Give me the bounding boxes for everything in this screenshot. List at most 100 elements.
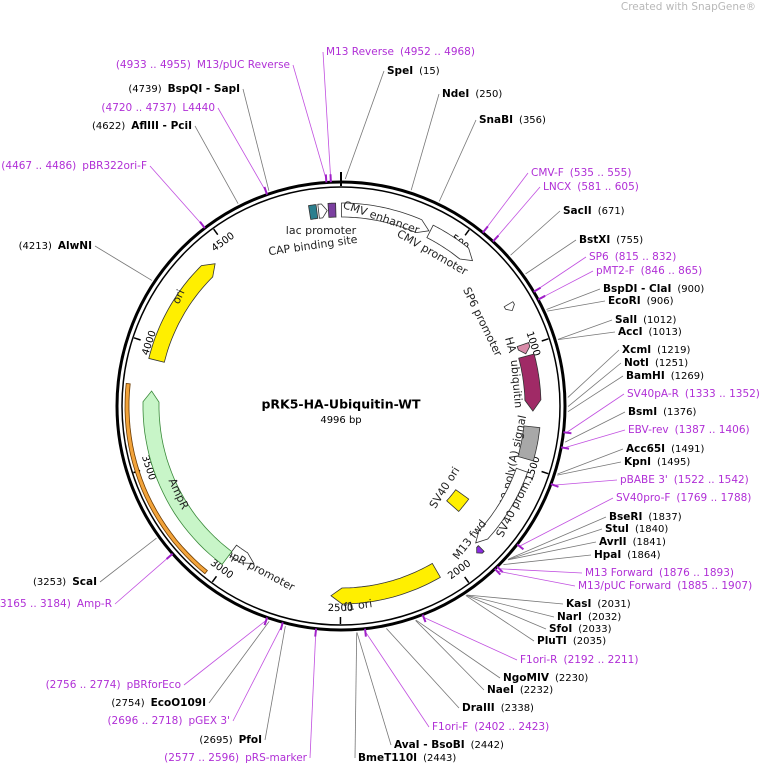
leader-line [466, 594, 564, 605]
enzyme-label: NaeI (2232) [487, 684, 553, 696]
plasmid-name: pRK5-HA-Ubiquitin-WT [261, 397, 421, 412]
enzyme-label: SnaBI (356) [479, 114, 546, 126]
primer-mark [494, 568, 502, 576]
enzyme-label: Acc65I (1491) [626, 443, 704, 455]
leader-line [566, 393, 625, 433]
site-position: (2442) [471, 740, 504, 751]
leader-line [484, 172, 529, 231]
leader-line [496, 570, 576, 587]
site-position: (2443) [423, 753, 456, 764]
primer-mark [364, 628, 367, 637]
primer-label: SP6 (815 .. 832) [589, 251, 676, 263]
enzyme-label: (2754) EcoO109I [111, 697, 206, 709]
enzyme-label: BmeT110I (2443) [358, 752, 456, 764]
leader-line [183, 620, 267, 686]
primer-label: SV40pA-R (1333 .. 1352) [627, 388, 760, 400]
site-position: (3253) [33, 577, 66, 588]
leader-line [547, 300, 606, 312]
site-position: (1864) [627, 550, 660, 561]
site-position: (846 .. 865) [641, 265, 703, 277]
site-name: NotI [624, 357, 649, 369]
tick-label: 4500 [210, 231, 237, 255]
site-position: (2032) [588, 612, 621, 623]
enzyme-label: NdeI (250) [442, 88, 502, 100]
primer-label: SV40pro-F (1769 .. 1788) [616, 492, 751, 504]
site-name: pRS-marker [245, 752, 308, 764]
leader-line [354, 632, 358, 759]
primer-label: (2577 .. 2596) pRS-marker [164, 752, 308, 764]
enzyme-label: AvaI - BsoBI (2442) [394, 739, 504, 751]
primer-arc [124, 383, 208, 575]
leader-line [466, 594, 555, 618]
site-name: AccI [618, 326, 642, 338]
enzyme-label: DraIII (2338) [462, 702, 534, 714]
site-position: (1841) [633, 537, 666, 548]
tick-mark [133, 337, 141, 341]
site-position: (1495) [657, 457, 690, 468]
primer-label: F1ori-F (2402 .. 2423) [432, 721, 549, 733]
site-position: (2232) [520, 685, 553, 696]
leader-line [94, 245, 153, 281]
site-position: (1013) [648, 327, 681, 338]
site-position: (2192 .. 2211) [563, 654, 638, 666]
site-position: (1876 .. 1893) [659, 567, 734, 579]
site-name: M13 Reverse [326, 46, 394, 58]
site-position: (1376) [663, 407, 696, 418]
site-name: BseRI [609, 511, 642, 523]
watermark: Created with SnapGene® [621, 1, 756, 13]
primer-mark [516, 543, 525, 551]
site-name: BspDI - ClaI [603, 283, 671, 295]
site-position: (1269) [671, 371, 704, 382]
leader-line [563, 429, 626, 449]
site-position: (755) [616, 235, 643, 246]
leader-line [410, 93, 440, 191]
enzyme-label: BseRI (1837) [609, 511, 682, 523]
leader-line [415, 620, 485, 691]
leader-line [567, 362, 622, 407]
site-name: EBV-rev [628, 424, 669, 436]
primer-mark [492, 234, 500, 243]
site-name: M13/pUC Forward [578, 580, 671, 592]
tick-mark [541, 470, 549, 475]
site-name: NaeI [487, 684, 514, 696]
primer-mark [482, 225, 489, 234]
primer-label: F1ori-R (2192 .. 2211) [520, 654, 638, 666]
site-name: EcoRI [608, 295, 641, 307]
leader-line [423, 617, 518, 661]
enzyme-label: EcoRI (906) [608, 295, 674, 307]
leader-line [557, 461, 622, 476]
feature-label: f1 ori [343, 597, 373, 614]
enzyme-label: StuI (1840) [605, 523, 668, 535]
leader-line [322, 51, 332, 180]
leader-line [438, 119, 477, 202]
enzyme-label: PluTI (2035) [537, 635, 606, 647]
leader-line [567, 375, 624, 413]
leader-line [149, 165, 204, 227]
enzyme-label: SalI (1012) [615, 314, 677, 326]
primer-mark [324, 174, 328, 183]
site-name: BstXI [579, 234, 610, 246]
feature-arrow [341, 202, 430, 234]
leader-line [536, 256, 587, 291]
enzyme-label: (4622) AflIII - PciI [92, 120, 192, 132]
site-position: (250) [475, 89, 502, 100]
site-name: BsmI [628, 406, 657, 418]
site-position: (2338) [501, 703, 534, 714]
enzyme-label: (2695) PfoI [199, 734, 262, 746]
enzyme-label: SpeI (15) [387, 65, 440, 77]
primer-mark [537, 294, 546, 301]
enzyme-label: NarI (2032) [557, 611, 621, 623]
primer-mark [165, 552, 174, 560]
tick-mark [464, 576, 470, 584]
leader-line [114, 555, 171, 605]
site-name: PfoI [239, 734, 262, 746]
primer-label: pMT2-F (846 .. 865) [596, 265, 702, 277]
feature-arrow [308, 203, 319, 220]
tick-label: 2500 [328, 603, 353, 614]
feature-label: SP6 promoter [460, 285, 505, 359]
leader-line [217, 107, 267, 192]
plasmid-size: 4996 bp [320, 415, 361, 426]
primer-mark [533, 286, 542, 293]
site-position: (2696 .. 2718) [107, 715, 182, 727]
site-position: (2230) [555, 673, 588, 684]
